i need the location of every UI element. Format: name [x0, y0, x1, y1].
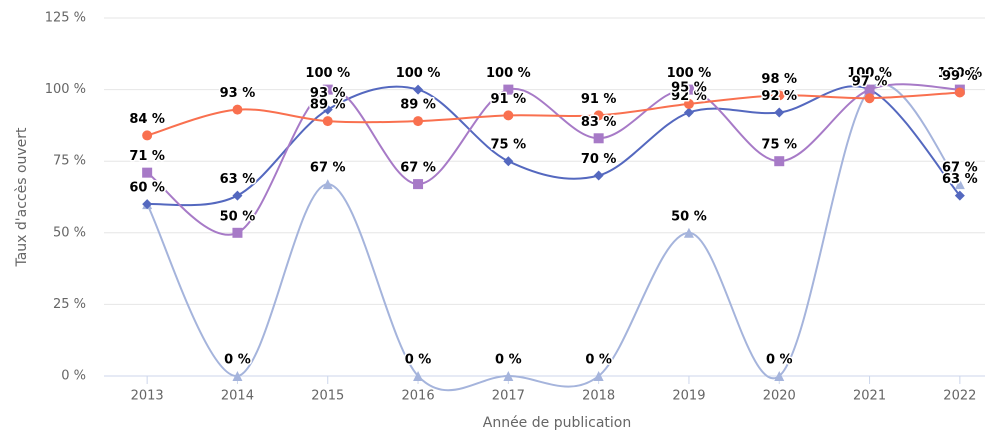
data-label: 60 % — [129, 181, 165, 196]
x-tick-label: 2019 — [672, 389, 705, 404]
y-tick-label: 75 % — [53, 154, 86, 169]
marker — [683, 84, 694, 95]
marker — [774, 371, 785, 381]
marker — [413, 116, 424, 127]
y-axis-title: Taux d'accès ouvert — [14, 127, 30, 268]
data-label: 0 % — [495, 353, 522, 368]
y-tick-label: 100 % — [45, 82, 86, 97]
marker — [142, 130, 153, 141]
x-tick-label: 2020 — [763, 389, 796, 404]
data-label: 91 % — [491, 92, 527, 107]
marker — [413, 179, 424, 190]
x-axis-title: Année de publication — [483, 415, 631, 431]
data-label: 89 % — [400, 98, 436, 113]
data-label: 95 % — [671, 80, 707, 95]
data-label: 75 % — [761, 138, 797, 153]
data-label: 100 % — [396, 66, 441, 81]
data-label: 92 % — [761, 89, 797, 104]
x-tick-label: 2013 — [131, 389, 164, 404]
marker — [683, 107, 694, 118]
series-line — [146, 83, 960, 236]
y-tick-label: 0 % — [61, 369, 86, 384]
x-tick-label: 2021 — [853, 389, 886, 404]
marker — [593, 133, 604, 144]
data-label: 71 % — [129, 149, 165, 164]
y-tick-label: 25 % — [53, 297, 86, 312]
marker — [232, 190, 243, 201]
marker — [322, 179, 333, 190]
marker — [142, 199, 153, 210]
marker — [683, 98, 694, 109]
data-label: 100 % — [938, 66, 983, 81]
marker — [142, 167, 153, 178]
data-label: 100 % — [486, 66, 531, 81]
data-label: 63 % — [220, 172, 256, 187]
data-label: 75 % — [491, 138, 527, 153]
y-tick-label: 50 % — [53, 225, 86, 240]
marker — [774, 107, 785, 118]
marker — [683, 227, 694, 238]
data-label: 97 % — [852, 75, 888, 90]
data-label: 100 % — [667, 66, 712, 81]
marker — [864, 84, 875, 95]
x-tick-label: 2014 — [221, 389, 254, 404]
data-label: 100 % — [847, 66, 892, 81]
marker — [322, 84, 333, 95]
marker — [954, 179, 965, 190]
data-label: 0 % — [405, 353, 432, 368]
data-label: 100 % — [847, 66, 892, 81]
marker — [593, 110, 604, 121]
data-label: 98 % — [761, 72, 797, 87]
series-line — [146, 91, 960, 137]
marker — [232, 104, 243, 115]
x-tick-label: 2016 — [402, 389, 435, 404]
data-label: 0 % — [766, 353, 793, 368]
x-tick-label: 2017 — [492, 389, 525, 404]
marker — [503, 371, 514, 381]
y-tick-label: 125 % — [45, 11, 86, 26]
marker — [503, 156, 514, 167]
data-label: 89 % — [310, 98, 346, 113]
marker — [503, 84, 514, 95]
data-label: 100 % — [847, 66, 892, 81]
x-tick-label: 2018 — [582, 389, 615, 404]
marker — [954, 190, 965, 201]
data-label: 92 % — [671, 89, 707, 104]
data-label: 63 % — [942, 172, 978, 187]
marker — [954, 87, 965, 98]
data-label: 93 % — [310, 86, 346, 101]
marker — [774, 156, 785, 167]
marker — [413, 84, 424, 95]
data-label: 83 % — [581, 115, 617, 130]
x-tick-label: 2022 — [943, 389, 976, 404]
marker — [413, 371, 424, 381]
data-label: 60 % — [129, 181, 165, 196]
data-label: 67 % — [310, 161, 346, 176]
data-label: 0 % — [224, 353, 251, 368]
data-label: 84 % — [129, 112, 165, 127]
data-label: 70 % — [581, 152, 617, 167]
x-tick-label: 2015 — [311, 389, 344, 404]
data-label: 0 % — [585, 353, 612, 368]
data-label: 67 % — [942, 161, 978, 176]
data-label: 50 % — [671, 209, 707, 224]
series-line — [147, 85, 961, 207]
marker — [322, 116, 333, 127]
marker — [503, 110, 514, 121]
marker — [232, 227, 243, 238]
marker — [774, 90, 785, 101]
marker — [322, 104, 333, 115]
series-line — [146, 82, 961, 392]
marker — [864, 93, 875, 104]
data-label: 100 % — [305, 66, 350, 81]
marker — [593, 170, 604, 181]
data-label: 91 % — [581, 92, 617, 107]
data-label: 50 % — [220, 209, 256, 224]
data-label: 67 % — [400, 161, 436, 176]
marker — [593, 371, 604, 381]
data-label: 99 % — [942, 69, 978, 84]
marker — [232, 371, 243, 381]
data-label: 93 % — [220, 86, 256, 101]
